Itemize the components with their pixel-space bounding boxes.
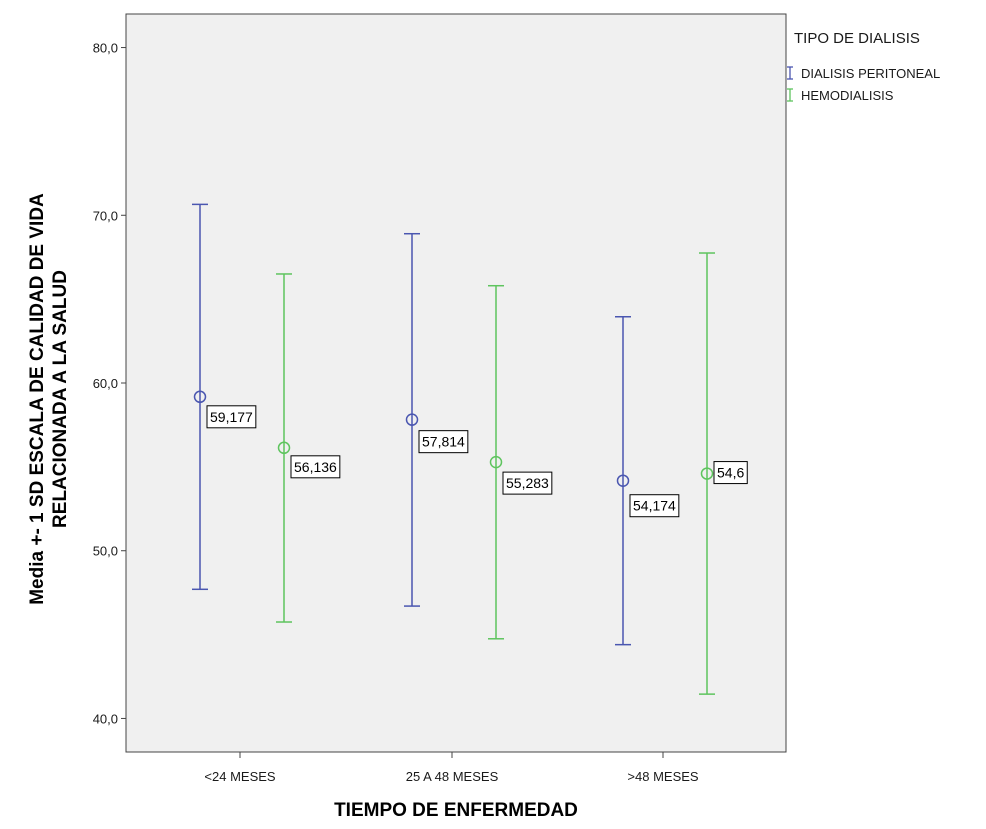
- y-tick-label: 70,0: [93, 208, 118, 223]
- svg-text:56,136: 56,136: [294, 459, 337, 475]
- error-bar: [404, 232, 420, 607]
- svg-text:57,814: 57,814: [422, 434, 465, 450]
- mean-marker: [405, 413, 419, 426]
- mean-label: 57,814: [418, 430, 469, 454]
- error-bar: [488, 284, 504, 640]
- y-tick-label: 40,0: [93, 711, 118, 726]
- mean-label: 56,136: [290, 455, 341, 479]
- error-bar: [192, 203, 208, 591]
- mean-labels: 59,177 57,814 54,174 56,136 55,283 54,6: [206, 405, 748, 518]
- legend-item: HEMODIALISIS: [787, 88, 894, 103]
- y-tick-label: 80,0: [93, 41, 118, 56]
- svg-text:55,283: 55,283: [506, 475, 549, 491]
- mean-marker: [616, 474, 630, 487]
- mean-marker: [489, 455, 503, 469]
- y-tick-label: 60,0: [93, 376, 118, 391]
- mean-marker: [277, 441, 291, 455]
- x-tick-label: <24 MESES: [204, 769, 276, 784]
- svg-text:54,6: 54,6: [717, 465, 744, 481]
- svg-text:54,174: 54,174: [633, 498, 676, 514]
- y-axis: 40,0 50,0 60,0 70,0 80,0: [93, 41, 126, 726]
- error-bars: [192, 203, 715, 695]
- x-tick-label: 25 A 48 MESES: [406, 769, 499, 784]
- svg-text:59,177: 59,177: [210, 409, 253, 425]
- mean-label: 54,6: [713, 461, 748, 485]
- mean-label: 55,283: [502, 471, 553, 495]
- legend-item: DIALISIS PERITONEAL: [787, 66, 940, 81]
- x-axis: <24 MESES 25 A 48 MESES >48 MESES: [204, 752, 699, 784]
- y-axis-title-line-1: Media +- 1 SD ESCALA DE CALIDAD DE VIDA: [27, 193, 48, 605]
- legend: TIPO DE DIALISIS DIALISIS PERITONEAL HEMO…: [787, 30, 940, 103]
- mean-marker: [700, 467, 714, 480]
- y-tick-label: 50,0: [93, 544, 118, 559]
- error-bar: [276, 273, 292, 623]
- mean-marker: [193, 390, 207, 404]
- mean-label: 59,177: [206, 405, 257, 429]
- error-bar: [699, 252, 715, 695]
- mean-label: 54,174: [629, 494, 680, 518]
- legend-title: TIPO DE DIALISIS: [794, 30, 920, 47]
- legend-label: DIALISIS PERITONEAL: [801, 66, 940, 81]
- plot-area: [125, 13, 787, 753]
- x-axis-title: TIEMPO DE ENFERMEDAD: [334, 800, 578, 821]
- error-bar: [615, 315, 631, 646]
- x-tick-label: >48 MESES: [627, 769, 699, 784]
- legend-label: HEMODIALISIS: [801, 88, 894, 103]
- y-axis-title-line-2: RELACIONADA A LA SALUD: [50, 270, 71, 528]
